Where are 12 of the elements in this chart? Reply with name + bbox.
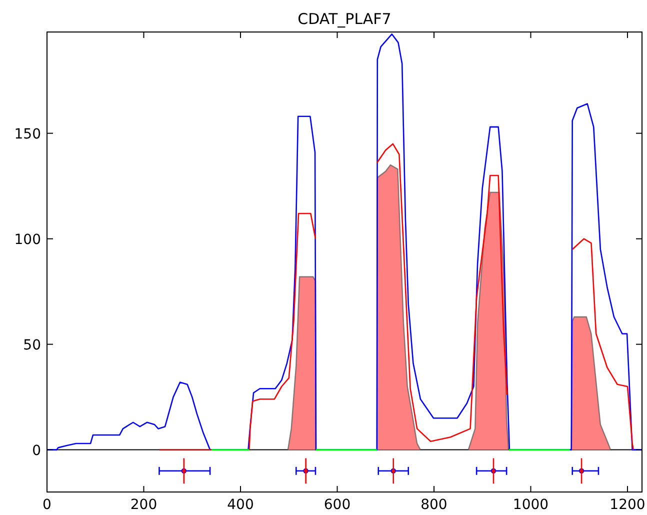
x-tick-label: 400: [227, 497, 254, 513]
x-tick-label: 200: [130, 497, 158, 513]
y-tick-label: 0: [32, 442, 41, 459]
y-tick-label: 100: [14, 232, 41, 248]
y-tick-label: 50: [23, 337, 41, 354]
y-tick-label: 150: [14, 126, 41, 142]
chart-title: CDAT_PLAF7: [298, 10, 392, 28]
x-tick-label: 0: [42, 497, 52, 513]
x-tick-label: 600: [324, 497, 351, 513]
x-tick-label: 1200: [610, 497, 646, 513]
x-tick-label: 800: [420, 497, 448, 513]
x-tick-label: 1000: [512, 497, 549, 513]
